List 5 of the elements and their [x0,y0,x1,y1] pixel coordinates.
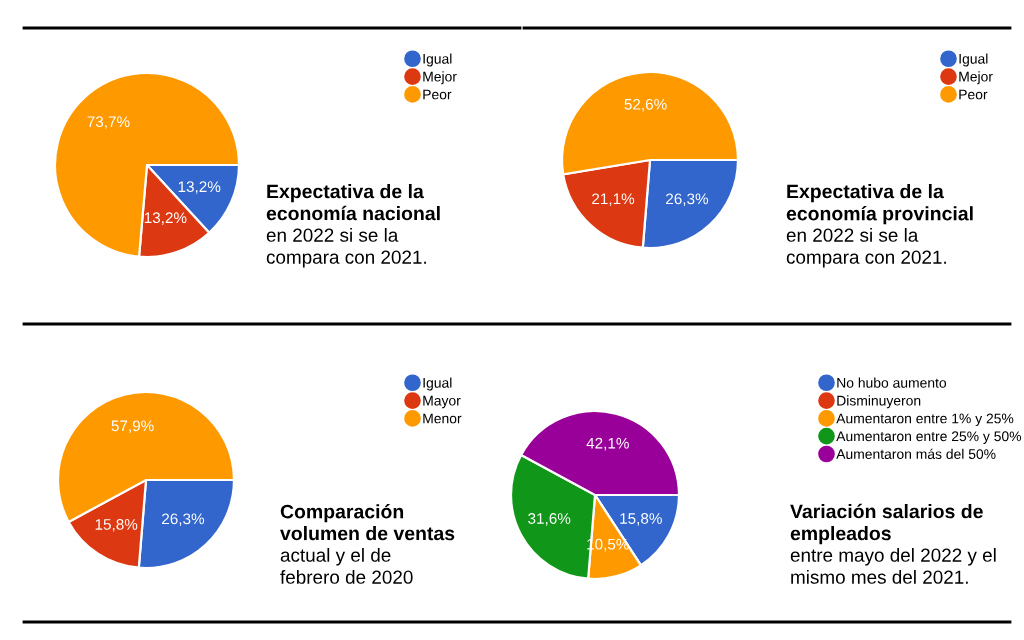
pie-slice [53,71,241,258]
text: en 2022 si se la compara con 2021. [266,228,426,268]
text: actual y el de febrero de 2020 [280,548,413,584]
text: en 2022 si se la compara con 2021. [786,228,946,268]
text: entre mayo del 2022 y el mismo mes del 2021. [790,548,996,584]
